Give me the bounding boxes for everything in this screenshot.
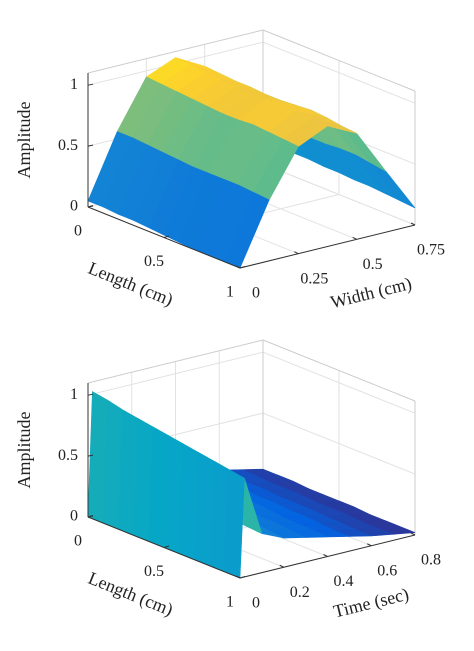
grid-line: [262, 163, 416, 226]
tick-mark: [87, 515, 94, 518]
x-tick-label: 0.5: [144, 253, 164, 270]
tick-mark: [410, 222, 416, 226]
box-edge: [87, 339, 264, 384]
z-tick-label: 0: [70, 198, 78, 215]
y-tick-label: 0: [252, 595, 260, 612]
x-tick-label: 1: [226, 284, 234, 301]
tick-mark: [239, 266, 246, 269]
y-tick-label: 0: [252, 285, 260, 302]
x-tick-label: 1: [226, 594, 234, 611]
z-tick-label: 0: [70, 508, 78, 525]
tick-mark: [87, 83, 94, 86]
box-edge: [262, 29, 416, 92]
x-tick-label: 0: [74, 223, 82, 240]
tick-mark: [352, 236, 357, 240]
tick-mark: [163, 545, 170, 548]
y-tick-label: 0.5: [363, 256, 383, 273]
z-tick-label: 1: [70, 76, 78, 93]
y-tick-label: 0.25: [300, 270, 328, 287]
tick-mark: [235, 575, 241, 579]
tick-mark: [163, 235, 170, 238]
tick-mark: [323, 554, 328, 557]
z-tick-label: 0.5: [58, 137, 78, 154]
z-axis-label: Amplitude: [14, 411, 34, 488]
axis-line: [239, 224, 416, 269]
z-tick-label: 1: [70, 386, 78, 403]
y-axis-label: Width (cm): [328, 273, 413, 313]
y-tick-label: 0.8: [421, 552, 441, 569]
x-tick-label: 0: [74, 533, 82, 550]
y-tick-label: 0.2: [290, 584, 310, 601]
z-tick-label: 0.5: [58, 447, 78, 464]
tick-mark: [87, 393, 94, 396]
tick-mark: [294, 251, 299, 255]
y-tick-label: 0.6: [377, 562, 397, 579]
tick-mark: [87, 205, 94, 208]
tick-mark: [239, 576, 246, 579]
z-axis-label: Amplitude: [14, 101, 34, 178]
box-edge: [262, 339, 416, 402]
x-tick-label: 0.5: [144, 563, 164, 580]
y-tick-label: 0.4: [334, 573, 354, 590]
tick-mark: [87, 454, 94, 457]
tick-mark: [235, 265, 241, 269]
tick-mark: [87, 144, 94, 147]
box-edge: [87, 29, 264, 74]
y-tick-label: 0.75: [417, 242, 445, 259]
tick-mark: [279, 564, 284, 568]
tick-mark: [410, 532, 416, 536]
tick-mark: [367, 543, 372, 547]
